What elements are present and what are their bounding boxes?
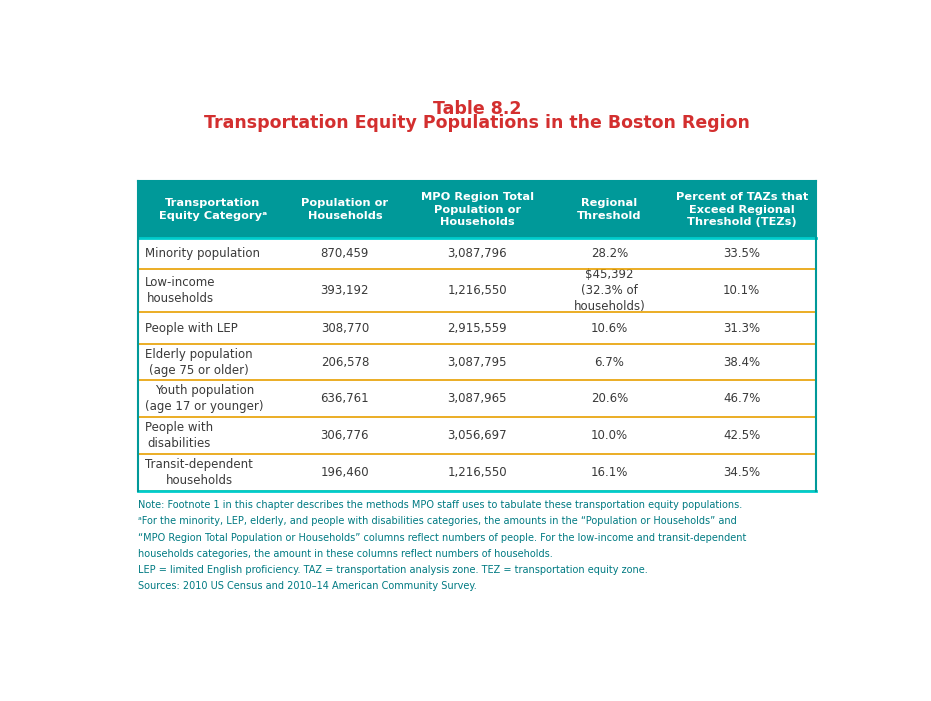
- Text: 34.5%: 34.5%: [723, 465, 761, 479]
- Text: 6.7%: 6.7%: [595, 355, 625, 369]
- Bar: [138, 343, 816, 381]
- Text: ᵃFor the minority, LEP, elderly, and people with disabilities categories, the am: ᵃFor the minority, LEP, elderly, and peo…: [138, 517, 736, 526]
- Bar: [138, 182, 816, 238]
- Text: 2,915,559: 2,915,559: [447, 322, 507, 334]
- Bar: [138, 454, 816, 491]
- Bar: [138, 417, 816, 454]
- Text: Transportation
Equity Categoryᵃ: Transportation Equity Categoryᵃ: [158, 198, 267, 221]
- Text: 28.2%: 28.2%: [591, 247, 628, 260]
- Text: 33.5%: 33.5%: [723, 247, 760, 260]
- Text: Transportation Equity Populations in the Boston Region: Transportation Equity Populations in the…: [204, 114, 750, 132]
- Text: 42.5%: 42.5%: [723, 429, 761, 442]
- Bar: [138, 238, 816, 269]
- Text: 393,192: 393,192: [320, 285, 369, 297]
- Text: Low-income
households: Low-income households: [145, 276, 216, 306]
- Text: Elderly population
(age 75 or older): Elderly population (age 75 or older): [145, 348, 253, 376]
- Text: $45,392
(32.3% of
households): $45,392 (32.3% of households): [573, 268, 645, 313]
- Text: 46.7%: 46.7%: [723, 393, 761, 405]
- Text: Sources: 2010 US Census and 2010–14 American Community Survey.: Sources: 2010 US Census and 2010–14 Amer…: [138, 581, 477, 591]
- Bar: [138, 313, 816, 343]
- Text: 3,087,965: 3,087,965: [448, 393, 506, 405]
- Text: 10.0%: 10.0%: [591, 429, 627, 442]
- Text: People with LEP: People with LEP: [145, 322, 238, 334]
- Text: 38.4%: 38.4%: [723, 355, 761, 369]
- Text: 308,770: 308,770: [321, 322, 369, 334]
- Text: households categories, the amount in these columns reflect numbers of households: households categories, the amount in the…: [138, 549, 553, 559]
- Text: Regional
Threshold: Regional Threshold: [577, 198, 641, 221]
- Text: Table 8.2: Table 8.2: [433, 100, 521, 118]
- Text: Transit-dependent
households: Transit-dependent households: [145, 458, 253, 486]
- Text: 10.1%: 10.1%: [723, 285, 761, 297]
- Text: Youth population
(age 17 or younger): Youth population (age 17 or younger): [145, 384, 263, 414]
- Text: 31.3%: 31.3%: [723, 322, 761, 334]
- Text: 206,578: 206,578: [320, 355, 369, 369]
- Text: 10.6%: 10.6%: [591, 322, 628, 334]
- Text: Minority population: Minority population: [145, 247, 261, 260]
- Text: 306,776: 306,776: [320, 429, 369, 442]
- Text: Percent of TAZs that
Exceed Regional
Threshold (TEZs): Percent of TAZs that Exceed Regional Thr…: [676, 192, 808, 227]
- Text: 1,216,550: 1,216,550: [447, 285, 507, 297]
- Text: 16.1%: 16.1%: [590, 465, 628, 479]
- Text: LEP = limited English proficiency. TAZ = transportation analysis zone. TEZ = tra: LEP = limited English proficiency. TAZ =…: [138, 565, 648, 575]
- Text: MPO Region Total
Population or
Households: MPO Region Total Population or Household…: [421, 192, 533, 227]
- Text: 196,460: 196,460: [320, 465, 370, 479]
- Bar: [138, 269, 816, 313]
- Text: “MPO Region Total Population or Households” columns reflect numbers of people. F: “MPO Region Total Population or Househol…: [138, 533, 747, 543]
- Text: 1,216,550: 1,216,550: [447, 465, 507, 479]
- Text: People with
disabilities: People with disabilities: [145, 421, 213, 450]
- Text: 870,459: 870,459: [320, 247, 369, 260]
- Text: Note: Footnote 1 in this chapter describes the methods MPO staff uses to tabulat: Note: Footnote 1 in this chapter describ…: [138, 501, 742, 510]
- Bar: [138, 381, 816, 417]
- Text: 3,056,697: 3,056,697: [447, 429, 507, 442]
- Text: 3,087,796: 3,087,796: [447, 247, 507, 260]
- Text: 3,087,795: 3,087,795: [448, 355, 506, 369]
- Text: Population or
Households: Population or Households: [302, 198, 388, 221]
- Text: 636,761: 636,761: [320, 393, 370, 405]
- Text: 20.6%: 20.6%: [591, 393, 628, 405]
